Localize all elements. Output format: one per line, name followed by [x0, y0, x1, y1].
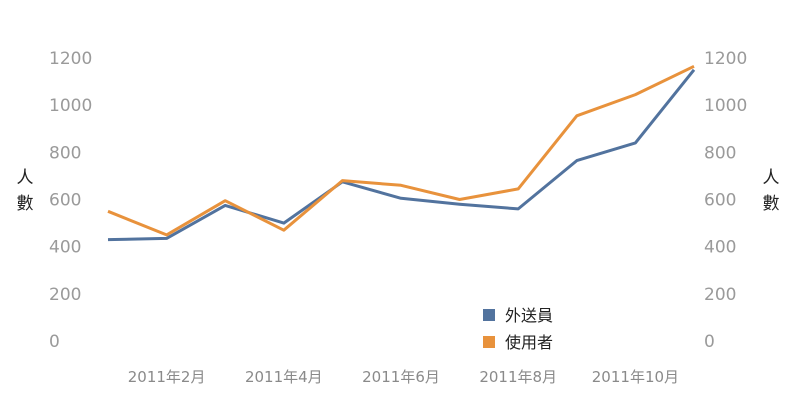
- y-axis-title-left-char-2: 數: [17, 194, 34, 214]
- y-tick-label-right: 1200: [704, 49, 747, 69]
- y-tick-label-left: 800: [49, 143, 81, 163]
- y-axis-title-right-char-2: 數: [763, 194, 780, 214]
- x-tick-label: 2011年4月: [245, 368, 323, 386]
- y-axis-right: 0 200 400 600 800 1000 1200: [704, 49, 747, 352]
- y-axis-title-left: 人 數: [17, 168, 34, 214]
- y-axis-left: 0 200 400 600 800 1000 1200: [49, 49, 92, 352]
- series-line-delivery: [107, 68, 696, 242]
- y-axis-title-right: 人 數: [763, 168, 780, 214]
- series-lines: [107, 64, 696, 242]
- y-axis-title-right-char-1: 人: [763, 168, 780, 188]
- y-tick-label-left: 1200: [49, 49, 92, 69]
- legend-swatch-delivery: [483, 309, 495, 321]
- y-tick-label-right: 800: [704, 143, 736, 163]
- y-tick-label-left: 1000: [49, 96, 92, 116]
- y-axis-title-left-char-1: 人: [17, 168, 34, 188]
- y-tick-label-left: 600: [49, 191, 81, 211]
- y-tick-label-right: 200: [704, 285, 736, 305]
- x-tick-label: 2011年2月: [128, 368, 206, 386]
- x-tick-label: 2011年6月: [362, 368, 440, 386]
- legend-swatch-user: [483, 336, 495, 348]
- y-tick-label-right: 400: [704, 238, 736, 258]
- x-tick-label: 2011年10月: [592, 368, 679, 386]
- x-tick-label: 2011年8月: [479, 368, 557, 386]
- y-tick-label-right: 0: [704, 332, 715, 352]
- series-line-user: [107, 64, 695, 237]
- y-tick-label-left: 0: [49, 332, 60, 352]
- y-tick-label-left: 400: [49, 238, 81, 258]
- x-axis: 2011年2月 2011年4月 2011年6月 2011年8月 2011年10月: [128, 368, 679, 386]
- y-tick-label-right: 1000: [704, 96, 747, 116]
- y-tick-label-right: 600: [704, 191, 736, 211]
- legend-label-user: 使用者: [505, 333, 553, 352]
- legend: 外送員 使用者: [483, 306, 553, 352]
- legend-label-delivery: 外送員: [505, 306, 553, 325]
- y-tick-label-left: 200: [49, 285, 81, 305]
